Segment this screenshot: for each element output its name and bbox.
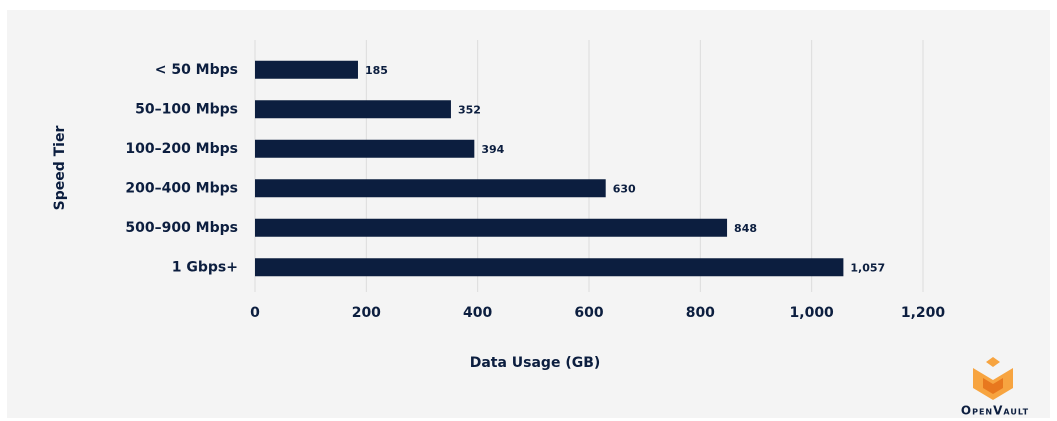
value-label: 352 bbox=[458, 103, 481, 116]
y-tick-label: 200–400 Mbps bbox=[125, 180, 238, 196]
bar bbox=[255, 139, 475, 158]
x-tick-label: 200 bbox=[352, 305, 381, 321]
x-tick-label: 400 bbox=[463, 305, 492, 321]
y-tick-label: < 50 Mbps bbox=[155, 62, 238, 78]
y-tick-label: 100–200 Mbps bbox=[125, 141, 238, 157]
x-tick-label: 800 bbox=[686, 305, 715, 321]
bar bbox=[255, 258, 844, 277]
x-tick-label: 600 bbox=[574, 305, 603, 321]
logo-text: OpenVault bbox=[961, 404, 1029, 418]
y-axis-title: Speed Tier bbox=[52, 126, 68, 211]
value-label: 185 bbox=[365, 64, 388, 77]
value-label: 1,057 bbox=[850, 261, 885, 274]
logo-mark-inner bbox=[983, 378, 1003, 394]
logo-top bbox=[986, 357, 1000, 367]
bar bbox=[255, 100, 451, 119]
value-label: 394 bbox=[481, 143, 504, 156]
x-tick-label: 1,200 bbox=[901, 305, 946, 321]
y-tick-label: 50–100 Mbps bbox=[135, 101, 238, 117]
bar bbox=[255, 60, 358, 79]
bar bbox=[255, 179, 606, 198]
y-tick-label: 1 Gbps+ bbox=[172, 259, 238, 275]
bar bbox=[255, 218, 728, 237]
x-tick-label: 1,000 bbox=[790, 305, 835, 321]
x-tick-label: 0 bbox=[250, 305, 260, 321]
logo: OpenVault bbox=[961, 357, 1029, 418]
value-label: 848 bbox=[734, 222, 757, 235]
panel bbox=[7, 10, 1050, 418]
x-axis-title: Data Usage (GB) bbox=[470, 355, 601, 371]
y-tick-label: 500–900 Mbps bbox=[125, 220, 238, 236]
value-label: 630 bbox=[613, 182, 636, 195]
